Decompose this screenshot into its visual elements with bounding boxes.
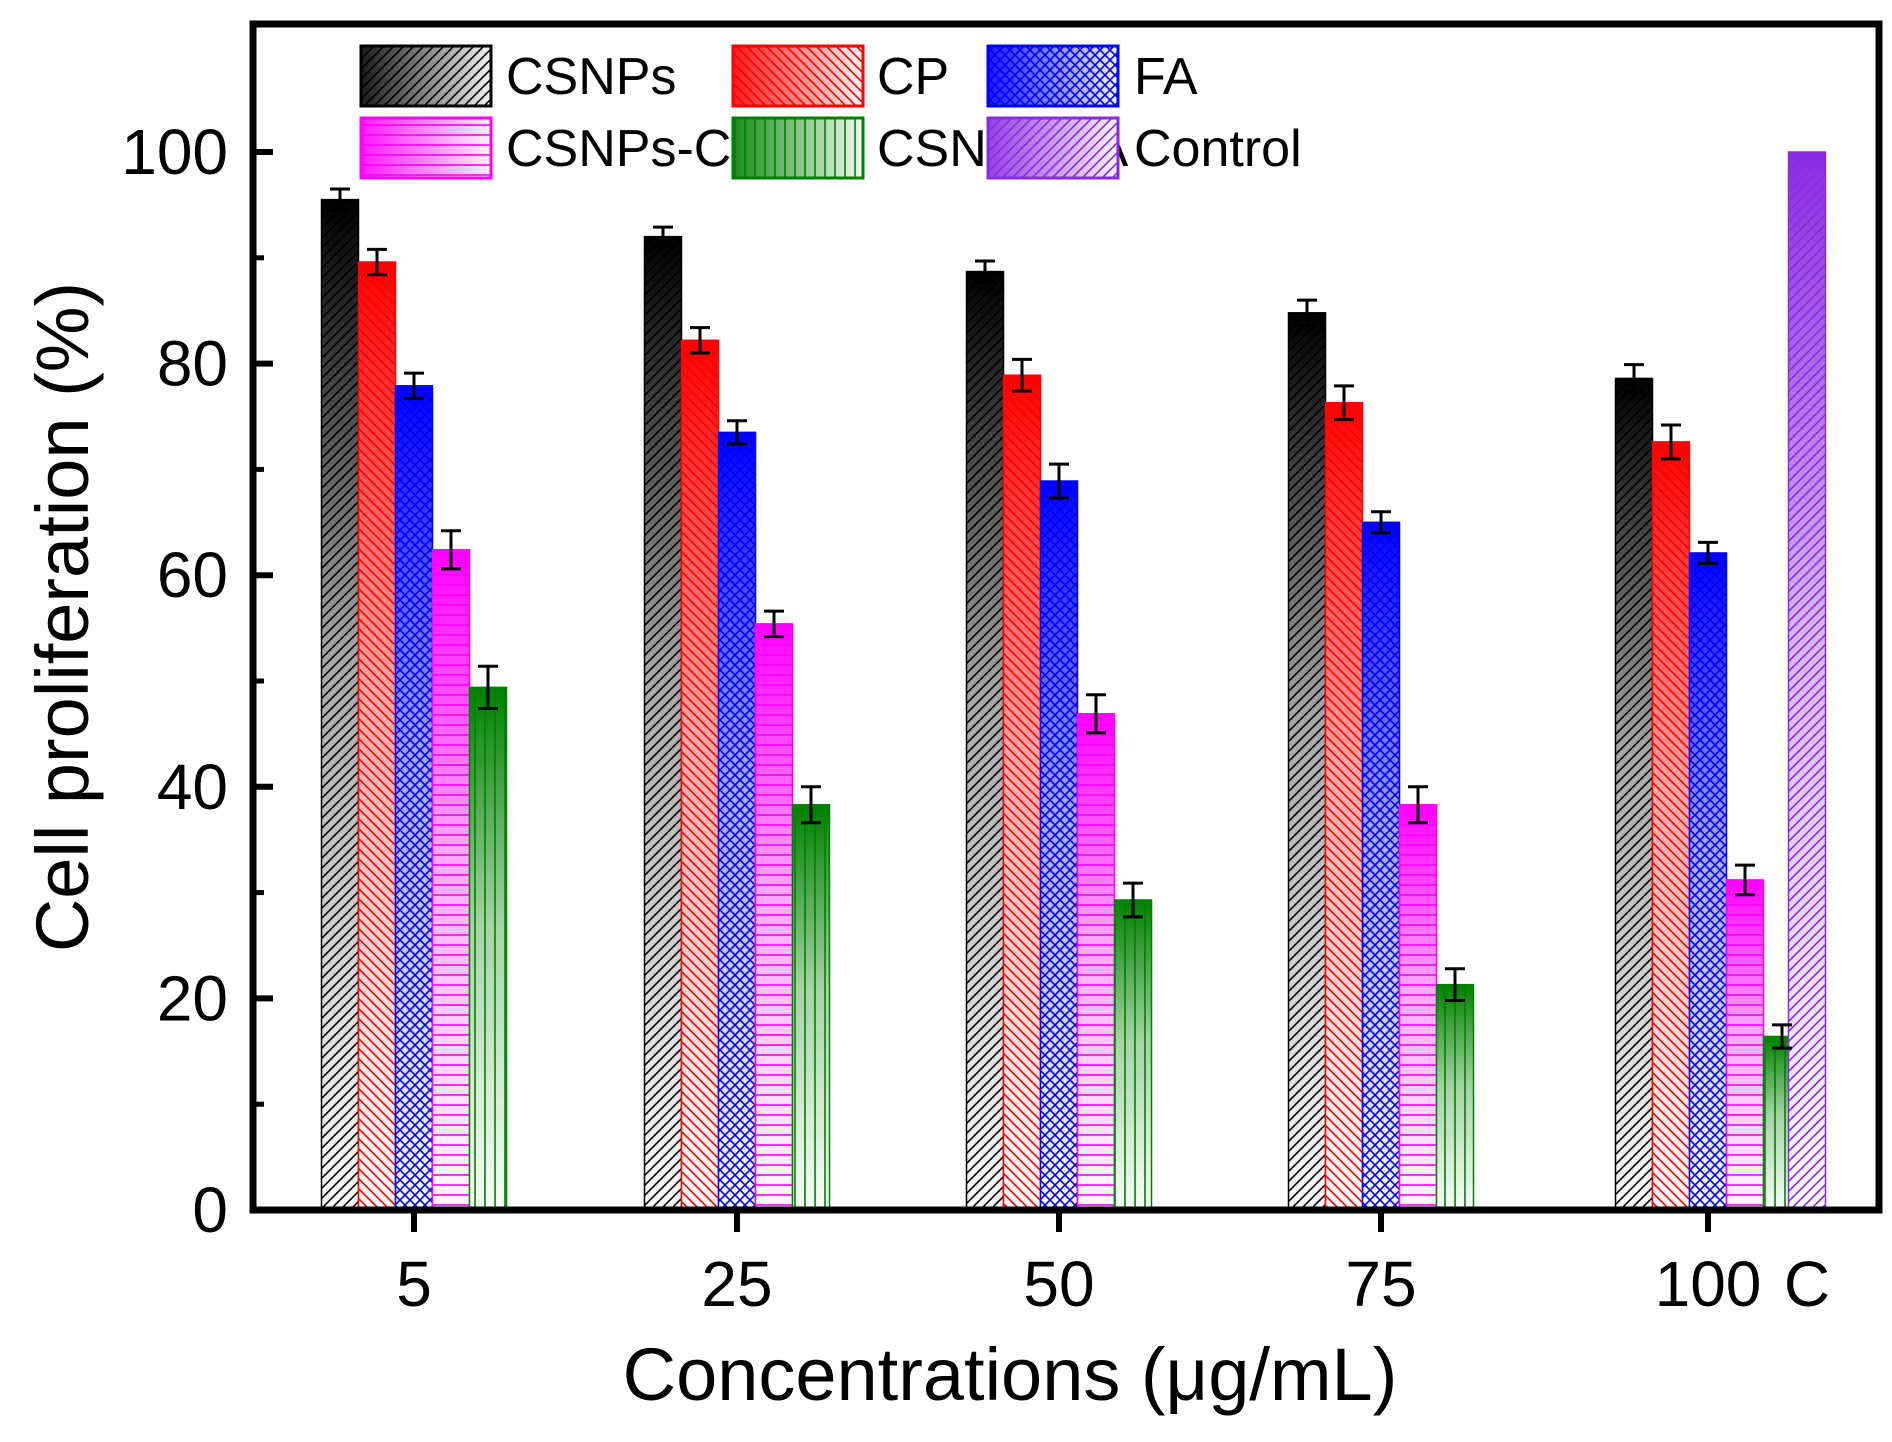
bar-control [1787,151,1827,1211]
x-tick-label-25: 25 [701,1248,772,1320]
legend-swatch-control [986,116,1120,180]
y-tick-label-20: 20 [157,962,228,1034]
bar-csnps-cp-100 [1725,879,1765,1211]
plot-frame [249,20,1883,1214]
y-tick-label-80: 80 [157,328,228,400]
bar-cp-75 [1324,401,1364,1211]
y-tick-label-40: 40 [157,751,228,823]
bar-cp-5 [357,261,397,1211]
error-bars-layer [330,187,1792,1050]
bar-fa-50 [1039,480,1079,1211]
y-tick-label-100: 100 [121,116,228,188]
legend-swatch-csnps-fa [731,116,865,180]
legend-swatch-fa [986,44,1120,108]
legend-label-csnps: CSNPs [506,48,676,106]
y-tick-label-60: 60 [157,539,228,611]
bar-csnps-fa-5 [468,686,508,1211]
x-tick-label-75: 75 [1345,1248,1416,1320]
bars-layer [320,151,1827,1211]
bar-csnps-50 [965,270,1005,1211]
bar-csnps-75 [1287,312,1327,1211]
x-tick-label-5: 5 [396,1248,432,1320]
legend-label-cp: CP [877,48,949,106]
bar-csnps-25 [643,235,683,1211]
x-tick-label-control: C [1784,1248,1830,1320]
bar-csnps-fa-75 [1435,983,1475,1211]
bar-csnps-cp-75 [1398,804,1438,1211]
y-tick-label-0: 0 [192,1174,228,1246]
bar-csnps-fa-25 [791,804,831,1211]
x-tick-label-50: 50 [1023,1248,1094,1320]
bar-csnps-cp-5 [431,549,471,1211]
y-axis-title: Cell proliferation (%) [21,282,104,952]
legend-swatch-cp [731,44,865,108]
bar-fa-25 [717,431,757,1211]
x-tick-label-100: 100 [1655,1248,1762,1320]
bar-cp-100 [1651,441,1691,1211]
bar-fa-75 [1361,521,1401,1211]
bar-csnps-cp-50 [1076,713,1116,1211]
bar-csnps-fa-50 [1113,899,1153,1211]
legend-label-control: Control [1134,120,1302,178]
x-axis: 5 25 50 75 100 C [396,1210,1830,1320]
bar-csnps-cp-25 [754,623,794,1211]
legend-swatch-csnps [359,44,493,108]
legend-label-fa: FA [1134,48,1198,106]
bar-fa-100 [1688,552,1728,1211]
legend-label-csnps-cp: CSNPs-CP [506,120,766,178]
bar-cp-25 [680,339,720,1211]
y-axis: 0 20 40 60 80 100 [121,116,273,1246]
x-axis-title: Concentrations (μg/mL) [623,1333,1398,1416]
bar-csnps-5 [320,198,360,1211]
bar-csnps-100 [1614,377,1654,1211]
bar-cp-50 [1002,374,1042,1211]
legend-swatch-csnps-cp [359,116,493,180]
bar-fa-5 [394,385,434,1211]
